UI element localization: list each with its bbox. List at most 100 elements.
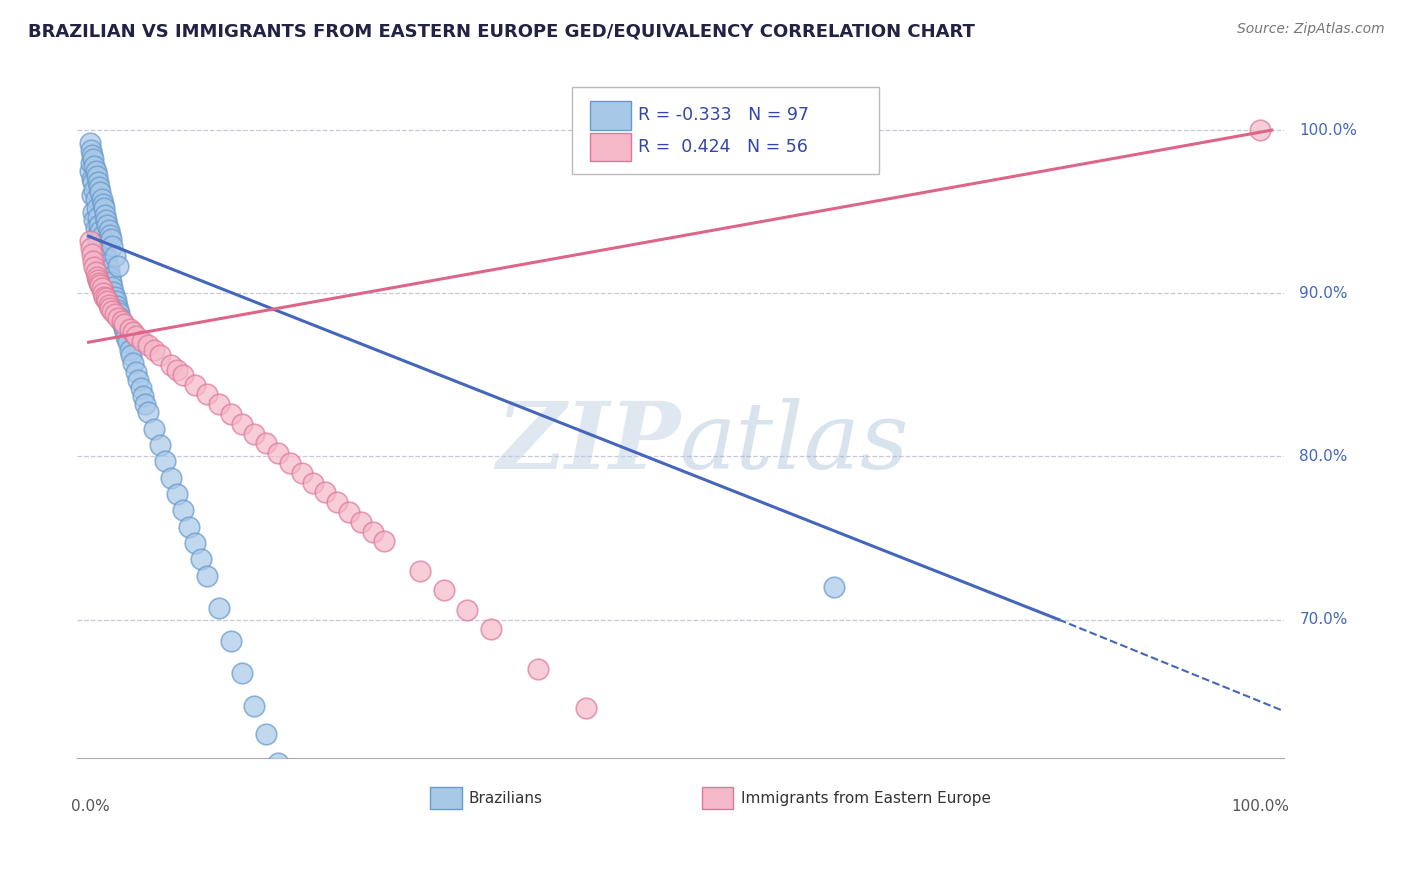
- Point: [107, 259, 129, 273]
- Point: [118, 343, 141, 358]
- Point: [155, 454, 177, 468]
- Point: [89, 185, 111, 199]
- Point: [96, 278, 118, 293]
- Point: [166, 363, 188, 377]
- Point: [117, 335, 139, 350]
- Point: [134, 397, 156, 411]
- Point: [290, 812, 312, 826]
- Point: [114, 326, 136, 340]
- Point: [91, 237, 114, 252]
- Point: [208, 601, 231, 615]
- Point: [456, 603, 478, 617]
- Point: [96, 212, 118, 227]
- Point: [166, 487, 188, 501]
- Point: [84, 221, 107, 235]
- Point: [103, 249, 125, 263]
- Point: [115, 330, 138, 344]
- Point: [83, 159, 105, 173]
- Point: [87, 237, 110, 252]
- Point: [172, 503, 194, 517]
- Point: [160, 358, 183, 372]
- Point: [254, 436, 277, 450]
- Point: [84, 164, 107, 178]
- Point: [160, 471, 183, 485]
- Point: [350, 515, 373, 529]
- Point: [82, 253, 104, 268]
- Point: [80, 188, 103, 202]
- Text: R = -0.333   N = 97: R = -0.333 N = 97: [638, 106, 808, 125]
- Point: [91, 196, 114, 211]
- Text: Source: ZipAtlas.com: Source: ZipAtlas.com: [1237, 22, 1385, 37]
- Point: [86, 229, 108, 244]
- Point: [98, 301, 121, 315]
- Point: [184, 377, 207, 392]
- Point: [243, 426, 266, 441]
- Point: [93, 273, 115, 287]
- Point: [93, 202, 115, 216]
- Point: [129, 381, 152, 395]
- Point: [184, 536, 207, 550]
- Point: [98, 269, 121, 284]
- Point: [219, 633, 242, 648]
- Point: [101, 239, 124, 253]
- Point: [148, 348, 170, 362]
- Point: [91, 267, 114, 281]
- Point: [96, 291, 118, 305]
- Point: [125, 365, 148, 379]
- Point: [80, 241, 103, 255]
- Point: [96, 257, 118, 271]
- Point: [479, 623, 502, 637]
- FancyBboxPatch shape: [702, 787, 734, 809]
- Point: [87, 175, 110, 189]
- Point: [172, 368, 194, 382]
- Point: [278, 456, 301, 470]
- Point: [79, 136, 101, 150]
- Point: [254, 727, 277, 741]
- Point: [86, 169, 108, 183]
- Point: [91, 286, 114, 301]
- Point: [101, 279, 124, 293]
- FancyBboxPatch shape: [589, 101, 631, 130]
- Point: [103, 289, 125, 303]
- Point: [89, 180, 111, 194]
- Text: 0.0%: 0.0%: [70, 799, 110, 814]
- Point: [87, 273, 110, 287]
- Point: [89, 277, 111, 291]
- Point: [337, 505, 360, 519]
- Point: [103, 308, 125, 322]
- Point: [94, 247, 117, 261]
- Point: [86, 269, 108, 284]
- Text: 80.0%: 80.0%: [1299, 449, 1348, 464]
- Point: [122, 356, 145, 370]
- Point: [82, 204, 104, 219]
- Point: [110, 310, 132, 325]
- Point: [84, 192, 107, 206]
- Point: [409, 564, 432, 578]
- Point: [142, 343, 165, 358]
- Point: [278, 784, 301, 798]
- Point: [89, 253, 111, 268]
- Point: [83, 184, 105, 198]
- FancyBboxPatch shape: [572, 87, 879, 175]
- Point: [136, 338, 159, 352]
- Point: [96, 252, 118, 266]
- Point: [82, 175, 104, 189]
- Point: [131, 334, 153, 348]
- Text: ZIP: ZIP: [496, 398, 681, 488]
- Point: [89, 245, 111, 260]
- Point: [90, 192, 112, 206]
- Point: [361, 524, 384, 539]
- Point: [111, 314, 134, 328]
- Point: [98, 289, 121, 303]
- Point: [89, 224, 111, 238]
- Text: 70.0%: 70.0%: [1299, 612, 1348, 627]
- Point: [127, 373, 149, 387]
- Text: Immigrants from Eastern Europe: Immigrants from Eastern Europe: [741, 790, 991, 805]
- Point: [100, 275, 122, 289]
- Point: [93, 289, 115, 303]
- Point: [177, 519, 200, 533]
- Point: [90, 281, 112, 295]
- FancyBboxPatch shape: [589, 133, 631, 161]
- Point: [90, 229, 112, 244]
- FancyBboxPatch shape: [430, 787, 461, 809]
